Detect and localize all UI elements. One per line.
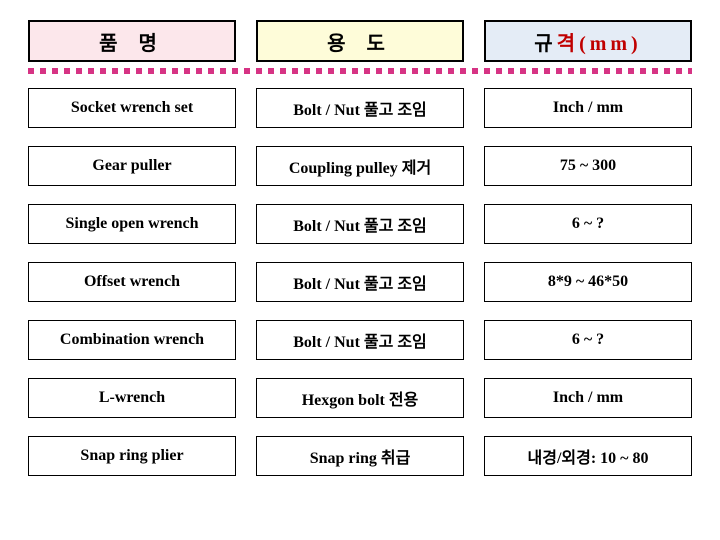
header-label-spec-part2: 격(mm) [557, 27, 642, 56]
cell-spec: 75 ~ 300 [484, 146, 692, 186]
table-row: Snap ring plier Snap ring 취급 내경/외경: 10 ~ 8… [28, 436, 692, 476]
dotted-divider [28, 68, 692, 74]
cell-use: Coupling pulley 제거 [256, 146, 464, 186]
cell-spec: Inch / mm [484, 88, 692, 128]
data-rows: Socket wrench set Bolt / Nut 풀고 조임 Inch / … [28, 88, 692, 476]
header-cell-use: 용 도 [256, 20, 464, 62]
header-label-use: 용 도 [327, 27, 393, 56]
table-row: Gear puller Coupling pulley 제거 75 ~ 300 [28, 146, 692, 186]
cell-spec: 6 ~ ? [484, 204, 692, 244]
cell-name: Single open wrench [28, 204, 236, 244]
table-row: Single open wrench Bolt / Nut 풀고 조임 6 ~ ? [28, 204, 692, 244]
cell-spec: 8*9 ~ 46*50 [484, 262, 692, 302]
table-container: 품 명 용 도 규 격(mm) Socket wrench set Bolt / … [0, 0, 720, 496]
cell-spec: Inch / mm [484, 378, 692, 418]
cell-use: Snap ring 취급 [256, 436, 464, 476]
cell-name: Snap ring plier [28, 436, 236, 476]
cell-name: Combination wrench [28, 320, 236, 360]
cell-use: Bolt / Nut 풀고 조임 [256, 262, 464, 302]
header-cell-name: 품 명 [28, 20, 236, 62]
table-row: Socket wrench set Bolt / Nut 풀고 조임 Inch / … [28, 88, 692, 128]
cell-name: Gear puller [28, 146, 236, 186]
cell-use: Bolt / Nut 풀고 조임 [256, 204, 464, 244]
cell-name: Offset wrench [28, 262, 236, 302]
header-cell-spec: 규 격(mm) [484, 20, 692, 62]
cell-name: Socket wrench set [28, 88, 236, 128]
header-row: 품 명 용 도 규 격(mm) [28, 20, 692, 62]
header-label-spec-part1: 규 [534, 27, 556, 56]
table-row: L-wrench Hexgon bolt 전용 Inch / mm [28, 378, 692, 418]
cell-use: Hexgon bolt 전용 [256, 378, 464, 418]
cell-name: L-wrench [28, 378, 236, 418]
cell-use: Bolt / Nut 풀고 조임 [256, 88, 464, 128]
table-row: Offset wrench Bolt / Nut 풀고 조임 8*9 ~ 46*50 [28, 262, 692, 302]
cell-spec: 내경/외경: 10 ~ 80 [484, 436, 692, 476]
cell-spec: 6 ~ ? [484, 320, 692, 360]
header-label-name: 품 명 [99, 27, 165, 56]
table-row: Combination wrench Bolt / Nut 풀고 조임 6 ~ ? [28, 320, 692, 360]
cell-use: Bolt / Nut 풀고 조임 [256, 320, 464, 360]
